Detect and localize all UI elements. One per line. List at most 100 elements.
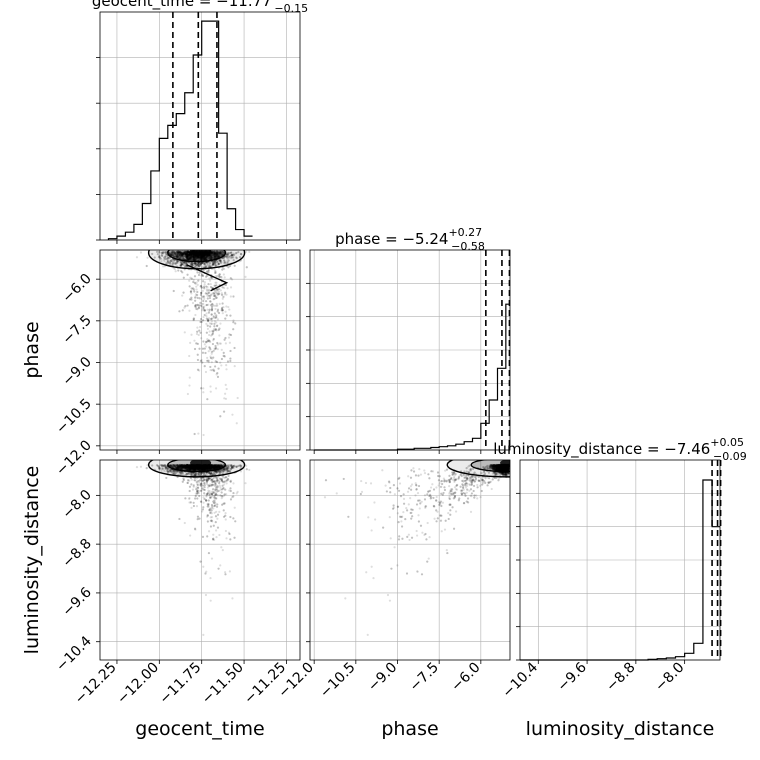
sample-point [203, 258, 207, 261]
sample-point [187, 258, 190, 261]
sample-point [221, 252, 224, 255]
sample-point [232, 328, 235, 331]
sample-point [196, 368, 200, 371]
sample-point [186, 253, 189, 256]
sample-point [224, 255, 228, 258]
sample-point [210, 313, 213, 316]
sample-point [185, 250, 188, 253]
sample-point [186, 250, 190, 253]
sample-point [214, 295, 217, 298]
sample-point [160, 260, 163, 263]
sample-point [164, 251, 167, 254]
hist-phase [306, 249, 511, 454]
sample-point [175, 250, 178, 254]
sample-point [215, 465, 219, 468]
sample-point [190, 506, 193, 509]
sample-point [207, 254, 210, 257]
sample-point [203, 256, 206, 260]
sample-point [186, 253, 189, 257]
sample-point [231, 253, 234, 256]
sample-point [193, 290, 196, 293]
sample-point [201, 274, 204, 277]
sample-point [182, 251, 185, 254]
sample-point [211, 254, 215, 257]
sample-point [206, 254, 209, 258]
sample-point [196, 264, 199, 267]
sample-point [219, 251, 222, 254]
sample-point [214, 284, 217, 287]
sample-point [193, 256, 196, 259]
sample-point [180, 255, 183, 258]
sample-point [217, 311, 221, 315]
sample-point [209, 300, 212, 303]
sample-point [155, 250, 159, 253]
sample-point [212, 263, 215, 266]
sample-point [232, 321, 235, 324]
sample-point [213, 252, 216, 255]
sample-point [226, 252, 229, 255]
sample-point [202, 255, 205, 259]
sample-point [214, 473, 218, 476]
sample-point [193, 259, 196, 262]
sample-point [206, 261, 209, 264]
sample-point [210, 322, 213, 325]
sample-point [227, 259, 230, 262]
sample-point [185, 253, 188, 256]
sample-point [220, 250, 223, 253]
sample-point [139, 251, 143, 254]
sample-point [215, 360, 219, 364]
sample-point [232, 466, 235, 469]
sample-point [207, 257, 210, 260]
sample-point [197, 256, 200, 260]
sample-point [190, 253, 193, 256]
sample-point [197, 257, 200, 260]
sample-point [186, 255, 189, 258]
sample-point [210, 252, 213, 255]
sample-point [225, 253, 228, 256]
sample-point [175, 250, 178, 254]
sample-point [205, 257, 209, 261]
sample-point [196, 293, 199, 297]
sample-point [222, 267, 225, 270]
sample-point [191, 254, 194, 257]
sample-point [214, 328, 218, 331]
sample-point [211, 263, 214, 267]
sample-point [211, 350, 214, 354]
sample-point [201, 258, 205, 261]
sample-point [157, 250, 161, 253]
sample-point [168, 251, 171, 254]
sample-point [218, 327, 221, 330]
sample-point [198, 329, 201, 332]
sample-point [212, 356, 215, 359]
sample-point [212, 256, 215, 259]
sample-point [172, 254, 175, 257]
sample-point [179, 264, 183, 267]
sample-point [217, 252, 220, 255]
sample-point [162, 251, 165, 254]
sample-point [195, 256, 199, 259]
sample-point [161, 254, 164, 258]
sample-point [198, 265, 201, 268]
sample-point [218, 253, 221, 256]
sample-point [209, 257, 213, 260]
sample-point [208, 262, 212, 265]
sample-point [215, 253, 218, 256]
sample-point [217, 251, 220, 254]
sample-point [179, 264, 183, 267]
sample-point [198, 271, 201, 274]
sample-point [222, 468, 225, 471]
sample-point [220, 293, 224, 296]
sample-point [208, 255, 211, 259]
sample-point [201, 280, 205, 283]
sample-point [224, 310, 227, 313]
sample-point [193, 304, 197, 308]
sample-point [214, 316, 217, 319]
sample-point [201, 468, 204, 471]
sample-point [216, 275, 219, 278]
sample-point [201, 258, 205, 261]
sample-point [179, 264, 183, 267]
sample-point [216, 261, 219, 264]
sample-point [201, 261, 204, 264]
sample-point [187, 253, 190, 257]
sample-point [191, 264, 194, 267]
